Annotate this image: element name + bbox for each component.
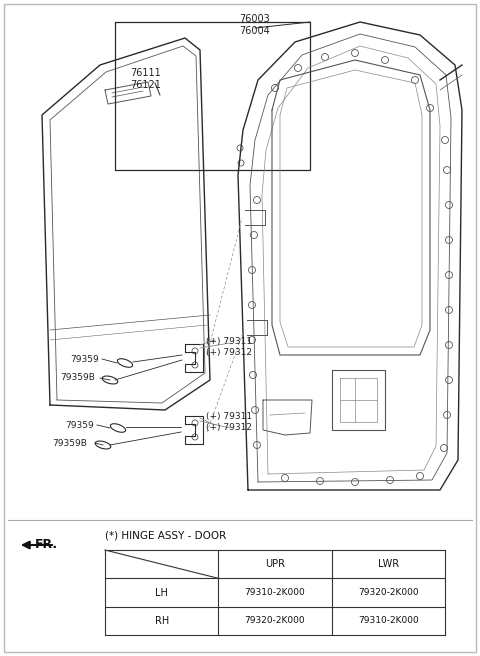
Text: FR.: FR.: [35, 539, 58, 552]
Text: 76111
76121: 76111 76121: [130, 68, 161, 91]
Text: 79310-2K000: 79310-2K000: [245, 588, 305, 597]
Text: LH: LH: [155, 588, 168, 598]
Text: RH: RH: [155, 616, 169, 626]
Text: 76003
76004: 76003 76004: [240, 14, 270, 36]
Text: 79320-2K000: 79320-2K000: [245, 617, 305, 625]
Text: 79310-2K000: 79310-2K000: [358, 617, 419, 625]
Text: LWR: LWR: [378, 559, 399, 569]
Text: UPR: UPR: [265, 559, 285, 569]
Text: 79359: 79359: [65, 420, 94, 430]
Text: (*) HINGE ASSY - DOOR: (*) HINGE ASSY - DOOR: [105, 530, 226, 540]
Text: (+) 79311
(+) 79312: (+) 79311 (+) 79312: [206, 337, 252, 357]
Text: 79320-2K000: 79320-2K000: [358, 588, 419, 597]
Text: (+) 79311
(+) 79312: (+) 79311 (+) 79312: [206, 412, 252, 432]
Text: 79359: 79359: [70, 354, 99, 363]
Text: 79359B: 79359B: [60, 373, 95, 382]
Text: 79359B: 79359B: [52, 438, 87, 447]
